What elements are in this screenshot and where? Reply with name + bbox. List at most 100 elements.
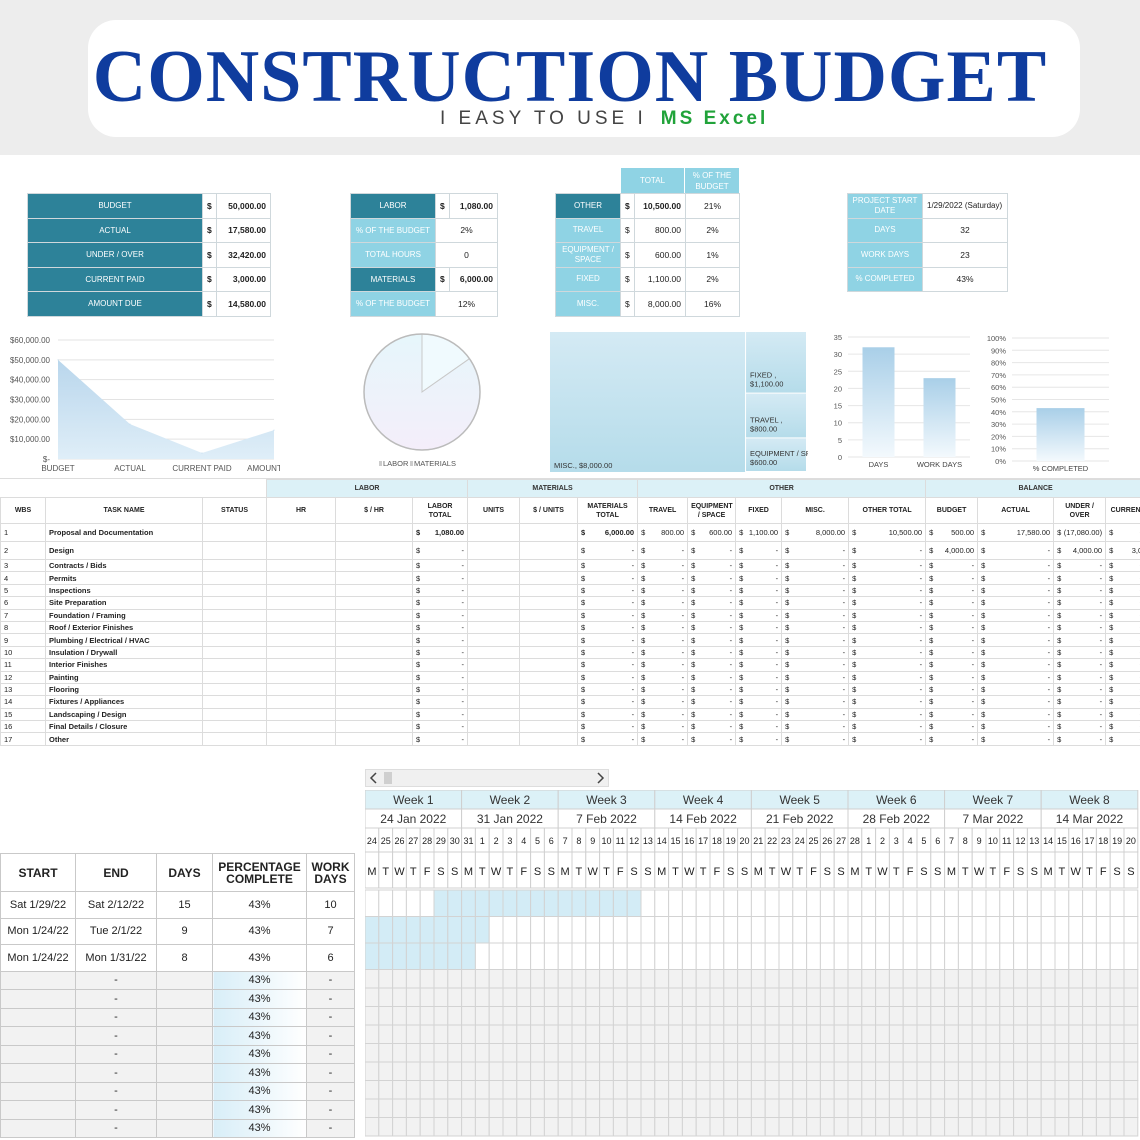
schedule-row[interactable]: -43% - — [0, 989, 355, 1009]
schedule-row[interactable]: Sat 1/29/22 Sat 2/12/22 15 43% 10 — [0, 891, 355, 919]
gantt-cell — [1095, 889, 1111, 917]
week-label: Week 4 — [683, 793, 724, 807]
schedule-row[interactable]: -43% - — [0, 1081, 355, 1101]
gantt-cell — [1054, 1024, 1070, 1044]
gantt-cell — [1013, 1043, 1028, 1063]
table-row[interactable]: 9 Plumbing / Electrical / HVAC $ - $ - $ - $ - $ - $… — [0, 633, 1140, 647]
gantt-bar-cell — [392, 916, 407, 944]
currency-sign: $ — [620, 193, 635, 219]
gantt-cell — [833, 1098, 849, 1118]
table-row[interactable]: 8 Roof / Exterior Finishes $ - $ - $ - $ - $ - $ - $ - $… — [0, 620, 1140, 635]
materials-total-cell: $ - — [577, 670, 639, 684]
gantt-cell — [944, 1006, 959, 1026]
percent-complete-cell: 43% — [212, 944, 307, 972]
budget-cell: $ - — [925, 633, 979, 647]
other-total-cell: $ - — [848, 541, 927, 560]
table-row[interactable]: 15 Landscaping / Design $ - $ - $ - $ - $ - $ - $ - $ - $ -… — [0, 707, 1140, 722]
labor-total-cell: $ - — [412, 707, 469, 722]
schedule-row[interactable]: -43% - — [0, 1118, 355, 1138]
subtitle-text: I EASY TO USE I — [440, 108, 647, 129]
scroll-right-icon[interactable] — [594, 770, 606, 786]
table-row[interactable]: 14 Fixtures / Appliances $ - $ - $ - $ - $ - $ - $ - $ - $… — [0, 695, 1140, 709]
travel-cell-value: - — [681, 709, 685, 719]
table-row[interactable]: 10 Insulation / Drywall $ - $ - $ - $ - $ - $ - $ - $ - $ -… — [0, 645, 1140, 660]
group-header-row: LABOR MATERIALS OTHER BALANCE — [0, 479, 1140, 498]
gantt-cell — [861, 889, 877, 917]
hr-cell — [266, 620, 337, 635]
table-row[interactable]: 16 Final Details / Closure $ - $ - $ - $ - $ - $ - $ - $… — [0, 720, 1140, 734]
table-row[interactable]: 2 Design $ - $ - $ - $ - $ - $ - $ - $4,000.00 $ - $4,000.0… — [0, 541, 1140, 560]
start-date-cell: Mon 1/24/22 — [0, 944, 76, 972]
gantt-cell — [516, 942, 532, 970]
schedule-row[interactable]: -43% - — [0, 1100, 355, 1120]
table-row[interactable]: 11 Interior Finishes $ - $ - $ - $ - $ - $ - $ - $ - $ - $ - $… — [0, 658, 1140, 672]
gantt-cell — [1095, 1006, 1111, 1026]
gantt-cell — [971, 1117, 987, 1137]
gantt-cell — [681, 942, 697, 970]
unit-cost-cell — [519, 720, 579, 734]
schedule-row[interactable]: -43% - — [0, 1007, 355, 1027]
current-paid-cell: $- — [1105, 620, 1140, 635]
hr-cell — [266, 596, 337, 610]
scroll-left-icon[interactable] — [368, 770, 380, 786]
schedule-row[interactable]: -43% - — [0, 970, 355, 990]
column-header: UNDER / OVER — [1053, 497, 1107, 524]
gantt-horizontal-scrollbar[interactable] — [365, 769, 609, 787]
currency-sign: $ — [416, 610, 421, 620]
other-row: OTHER $10,500.00 21% — [555, 193, 740, 219]
day-number: 17 — [1084, 836, 1094, 846]
day-number: 27 — [836, 836, 846, 846]
schedule-row[interactable]: Mon 1/24/22 Tue 2/1/22 9 43% 7 — [0, 917, 355, 945]
table-row[interactable]: 7 Foundation / Framing $ - $ - $ - $ - $ - $ - $ - $ - $ - $… — [0, 608, 1140, 622]
gantt-cell — [502, 1061, 518, 1081]
currency-sign: $ — [1057, 635, 1062, 645]
fixed-cell-value: - — [775, 660, 779, 670]
scroll-thumb[interactable] — [384, 772, 392, 784]
schedule-row[interactable]: -43% - — [0, 1063, 355, 1083]
fixed-cell-value: - — [775, 598, 779, 608]
rate-cell — [335, 633, 414, 647]
unit-cost-cell — [519, 523, 579, 542]
wbs-cell: 11 — [0, 658, 46, 672]
under-over-cell: $ - — [1053, 645, 1107, 660]
gantt-cell — [764, 987, 780, 1007]
schedule-row[interactable]: Mon 1/24/22 Mon 1/31/22 8 43% 6 — [0, 944, 355, 972]
hr-cell — [266, 633, 337, 647]
schedule-row[interactable]: -43% - — [0, 1044, 355, 1064]
gantt-cell — [612, 1024, 628, 1044]
column-header: $ / HR — [335, 497, 414, 524]
day-of-week: T — [603, 866, 610, 878]
currency-sign: $ — [691, 610, 696, 620]
currency-sign: $ — [739, 546, 744, 555]
bar — [1036, 408, 1085, 461]
table-row[interactable]: 1 Proposal and Documentation $1,080.00 $6,0… — [0, 523, 1140, 542]
day-number: 28 — [850, 836, 860, 846]
gantt-cell — [957, 1098, 973, 1118]
gantt-cell — [378, 1024, 394, 1044]
unit-cost-cell — [519, 658, 579, 672]
gantt-cell — [378, 1061, 394, 1081]
materials-total-cell: $ - — [577, 658, 639, 672]
week-label: Week 2 — [490, 793, 531, 807]
currency-sign: $ — [581, 672, 586, 682]
currency-sign: $ — [691, 660, 696, 670]
schedule-row[interactable]: -43% - — [0, 1026, 355, 1046]
other-pct: 16% — [685, 291, 740, 317]
gantt-cell — [888, 1061, 904, 1081]
rate-cell — [335, 558, 414, 573]
currency-sign: $ — [1057, 610, 1062, 620]
schedule-header: WORK DAYS — [306, 853, 355, 892]
column-header: MISC. — [781, 497, 850, 524]
gantt-cell — [668, 1061, 683, 1081]
start-date-cell — [0, 1100, 76, 1120]
gantt-cell — [1095, 987, 1111, 1007]
wbs-cell: 14 — [0, 695, 46, 709]
currency-sign: $ — [852, 685, 857, 695]
